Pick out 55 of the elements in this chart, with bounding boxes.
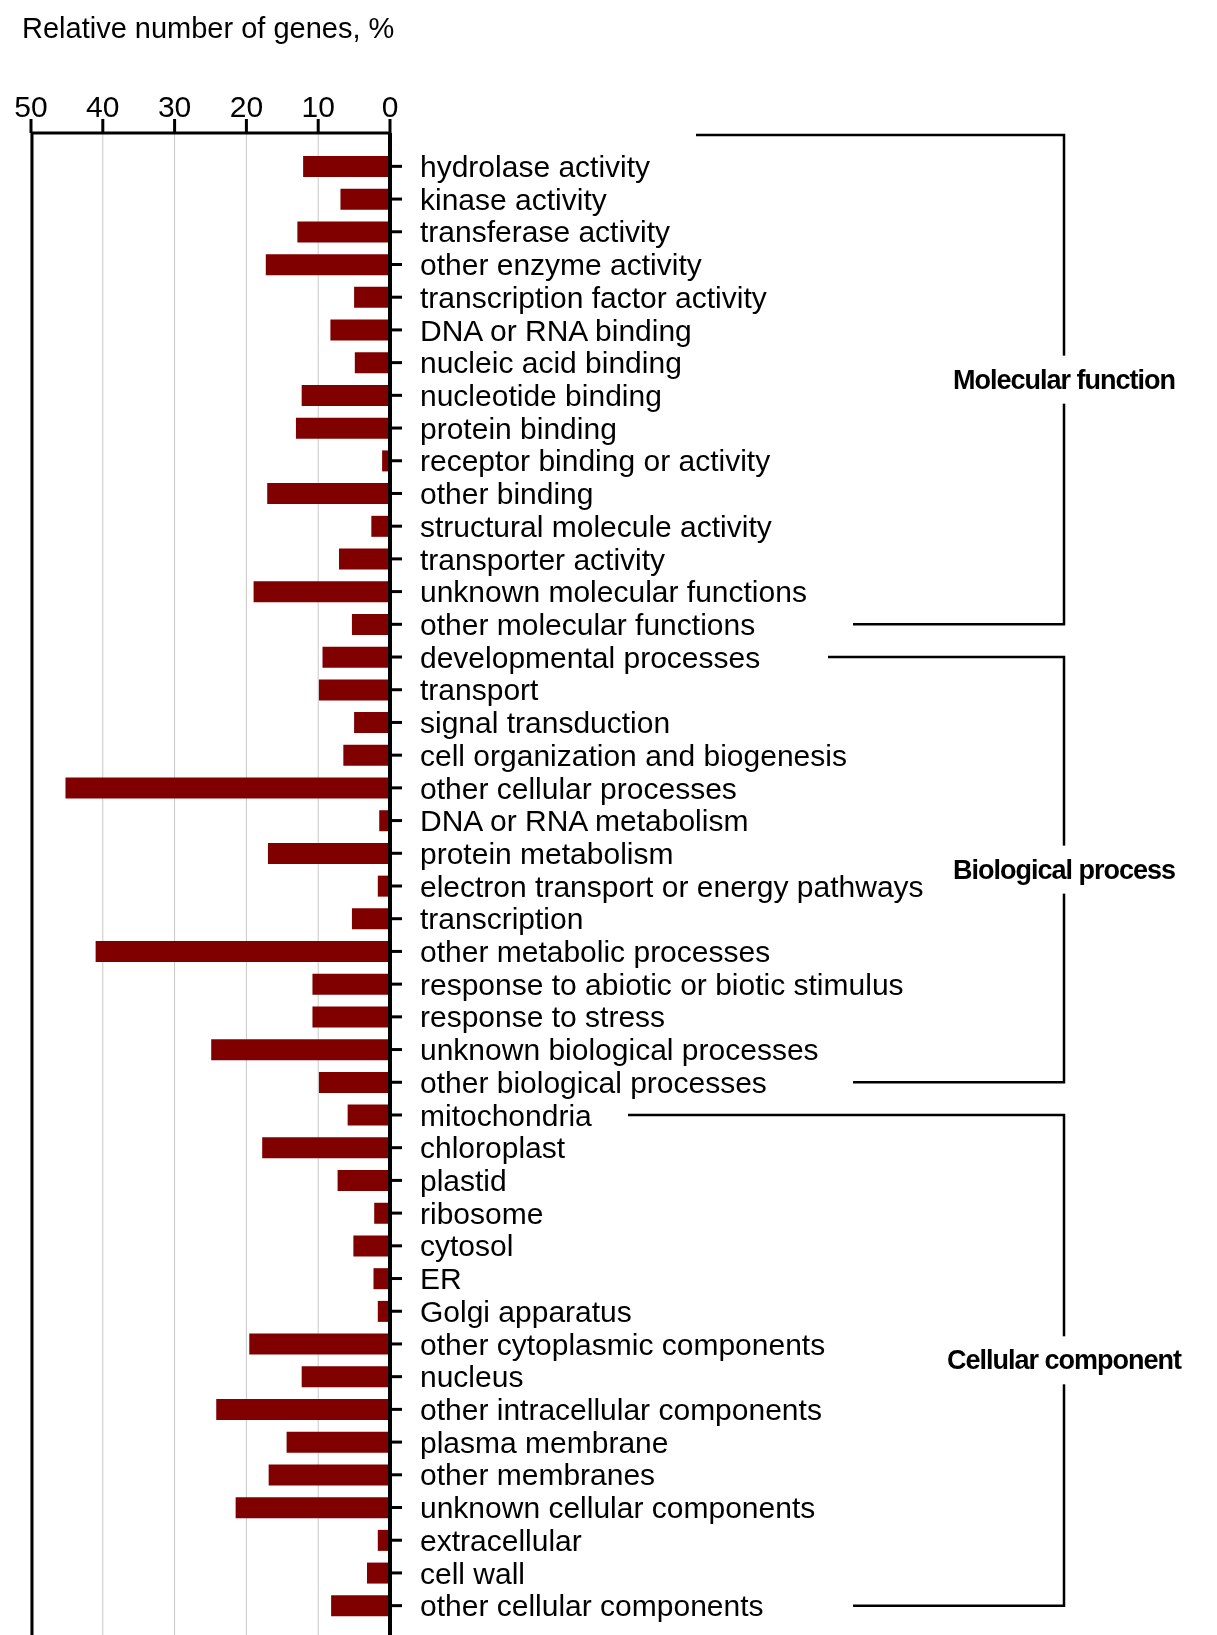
y-tick-label: structural molecule activity xyxy=(420,509,772,543)
y-tick-label: other cytoplasmic components xyxy=(420,1327,826,1361)
y-tick-label: response to stress xyxy=(420,1000,666,1034)
x-axis-title: Relative number of genes, % xyxy=(21,11,396,46)
y-tick-label: unknown molecular functions xyxy=(420,575,807,609)
y-tick-label: nucleus xyxy=(420,1360,524,1394)
text: Biological process xyxy=(952,854,1176,885)
text: Cellular component xyxy=(946,1345,1183,1376)
y-tick-label: nucleic acid binding xyxy=(420,346,682,380)
y-tick-label: mitochondria xyxy=(420,1098,593,1132)
y-tick-label: other metabolic processes xyxy=(420,935,771,969)
y-tick-label: other biological processes xyxy=(420,1065,767,1099)
y-tick-label: transcription xyxy=(420,902,584,936)
y-tick-label: hydrolase activity xyxy=(420,150,651,184)
y-tick-label: other cellular processes xyxy=(420,771,737,805)
y-tick-label: other intracellular components xyxy=(420,1393,822,1427)
y-tick-label: other molecular functions xyxy=(420,607,756,641)
y-tick-label: cytosol xyxy=(420,1229,514,1263)
y-tick-label: other cellular components xyxy=(420,1589,764,1623)
y-tick-label: DNA or RNA binding xyxy=(420,313,692,347)
y-tick-label: signal transduction xyxy=(420,706,671,740)
y-tick-label: electron transport or energy pathways xyxy=(420,869,924,903)
y-tick-label: unknown cellular components xyxy=(420,1491,816,1525)
y-tick-label: plastid xyxy=(420,1164,507,1198)
y-tick-label: transport xyxy=(420,673,540,707)
y-tick-label: transporter activity xyxy=(420,542,666,576)
y-tick-label: other membranes xyxy=(420,1458,656,1492)
y-tick-label: DNA or RNA metabolism xyxy=(420,804,749,838)
y-tick-label: response to abiotic or biotic stimulus xyxy=(420,967,904,1001)
y-tick-label: transcription factor activity xyxy=(420,280,767,314)
x-tick-label: 40 xyxy=(86,90,120,123)
y-tick-label: transferase activity xyxy=(420,215,671,249)
text: Molecular function xyxy=(952,364,1176,395)
x-tick-label: 0 xyxy=(381,90,399,123)
y-tick-label: kinase activity xyxy=(420,182,607,216)
y-tick-label: unknown biological processes xyxy=(420,1033,819,1067)
y-tick-label: protein metabolism xyxy=(420,836,674,870)
y-tick-label: cell organization and biogenesis xyxy=(420,738,847,772)
y-tick-label: other enzyme activity xyxy=(420,248,702,282)
y-tick-label: cell wall xyxy=(420,1556,526,1590)
x-tick-label: 20 xyxy=(229,90,264,123)
y-tick-label: Golgi apparatus xyxy=(420,1294,632,1328)
y-tick-label: developmental processes xyxy=(420,640,761,674)
y-tick-label: chloroplast xyxy=(420,1131,566,1165)
y-tick-label: receptor binding or activity xyxy=(420,444,771,478)
y-tick-label: plasma membrane xyxy=(420,1425,669,1459)
y-tick-label: ribosome xyxy=(420,1196,544,1230)
y-tick-label: nucleotide binding xyxy=(420,378,662,412)
y-tick-label: extracellular xyxy=(420,1523,582,1557)
x-tick-label: 50 xyxy=(14,90,48,123)
x-tick-label: 30 xyxy=(157,90,192,123)
x-tick-label: 10 xyxy=(301,90,335,123)
y-tick-label: other binding xyxy=(420,477,594,511)
y-tick-label: ER xyxy=(420,1262,462,1296)
y-tick-label: protein binding xyxy=(420,411,617,445)
